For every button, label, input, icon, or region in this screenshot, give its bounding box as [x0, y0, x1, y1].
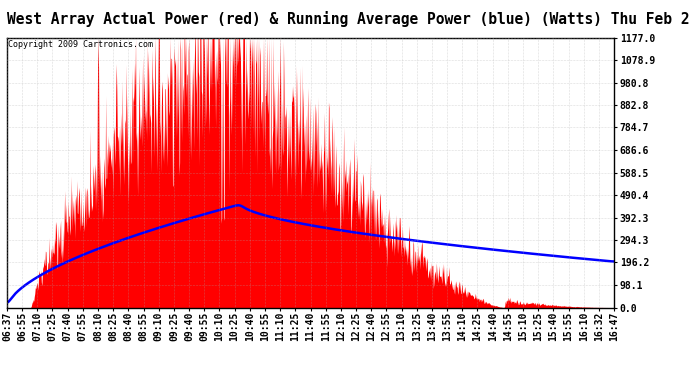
Text: West Array Actual Power (red) & Running Average Power (blue) (Watts) Thu Feb 26 : West Array Actual Power (red) & Running …	[7, 11, 690, 27]
Text: Copyright 2009 Cartronics.com: Copyright 2009 Cartronics.com	[8, 40, 153, 49]
